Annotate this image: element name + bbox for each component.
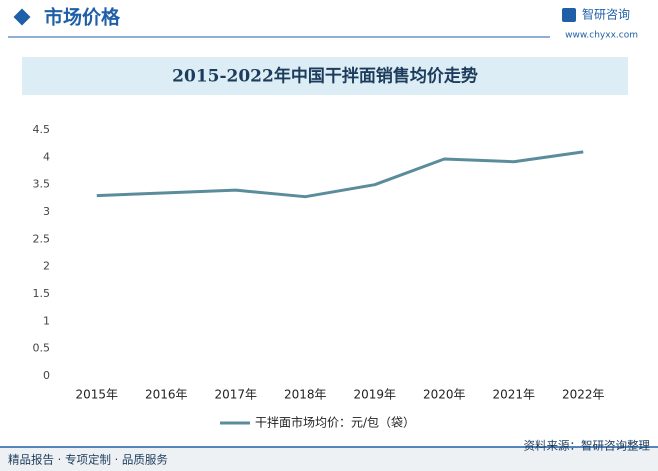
x-tick-label: 2021年 xyxy=(492,388,535,402)
legend-label: 干拌面市场均价：元/包（袋） xyxy=(255,415,415,430)
y-tick-label: 3 xyxy=(43,205,50,218)
x-tick-label: 2015年 xyxy=(75,388,118,402)
x-tick-label: 2020年 xyxy=(423,388,466,402)
y-tick-label: 4.5 xyxy=(33,123,51,136)
y-tick-label: 2 xyxy=(43,260,50,273)
x-tick-label: 2022年 xyxy=(562,388,605,402)
x-tick-label: 2017年 xyxy=(214,388,257,402)
footer-right: 资料来源：智研咨询整理 xyxy=(524,439,651,453)
y-tick-label: 4 xyxy=(43,150,50,163)
footer-left: 精品报告 · 专项定制 · 品质服务 xyxy=(8,453,168,467)
y-tick-label: 0 xyxy=(43,369,50,382)
chart-title: 2015-2022年中国干拌面销售均价走势 xyxy=(172,66,478,87)
x-tick-label: 2019年 xyxy=(353,388,396,402)
section-title: 市场价格 xyxy=(44,6,121,29)
y-tick-label: 1.5 xyxy=(33,287,51,300)
brand-logo xyxy=(562,8,576,22)
website: www.chyxx.com xyxy=(565,31,638,41)
plot: 0 0.5 1 1.5 2 2.5 3 3.5 4 4.5 2015年 2016年 2017年 2018年… xyxy=(33,123,605,430)
y-tick-label: 1 xyxy=(43,314,50,327)
brand-name: 智研咨询 xyxy=(582,7,630,22)
x-tick-label: 2018年 xyxy=(284,388,327,402)
data-line xyxy=(96,150,584,199)
y-tick-label: 3.5 xyxy=(33,178,51,191)
x-tick-label: 2016年 xyxy=(145,388,188,402)
footer-band xyxy=(0,447,658,471)
title-band xyxy=(22,57,628,95)
y-tick-label: 0.5 xyxy=(33,342,51,355)
y-tick-label: 2.5 xyxy=(33,232,51,245)
